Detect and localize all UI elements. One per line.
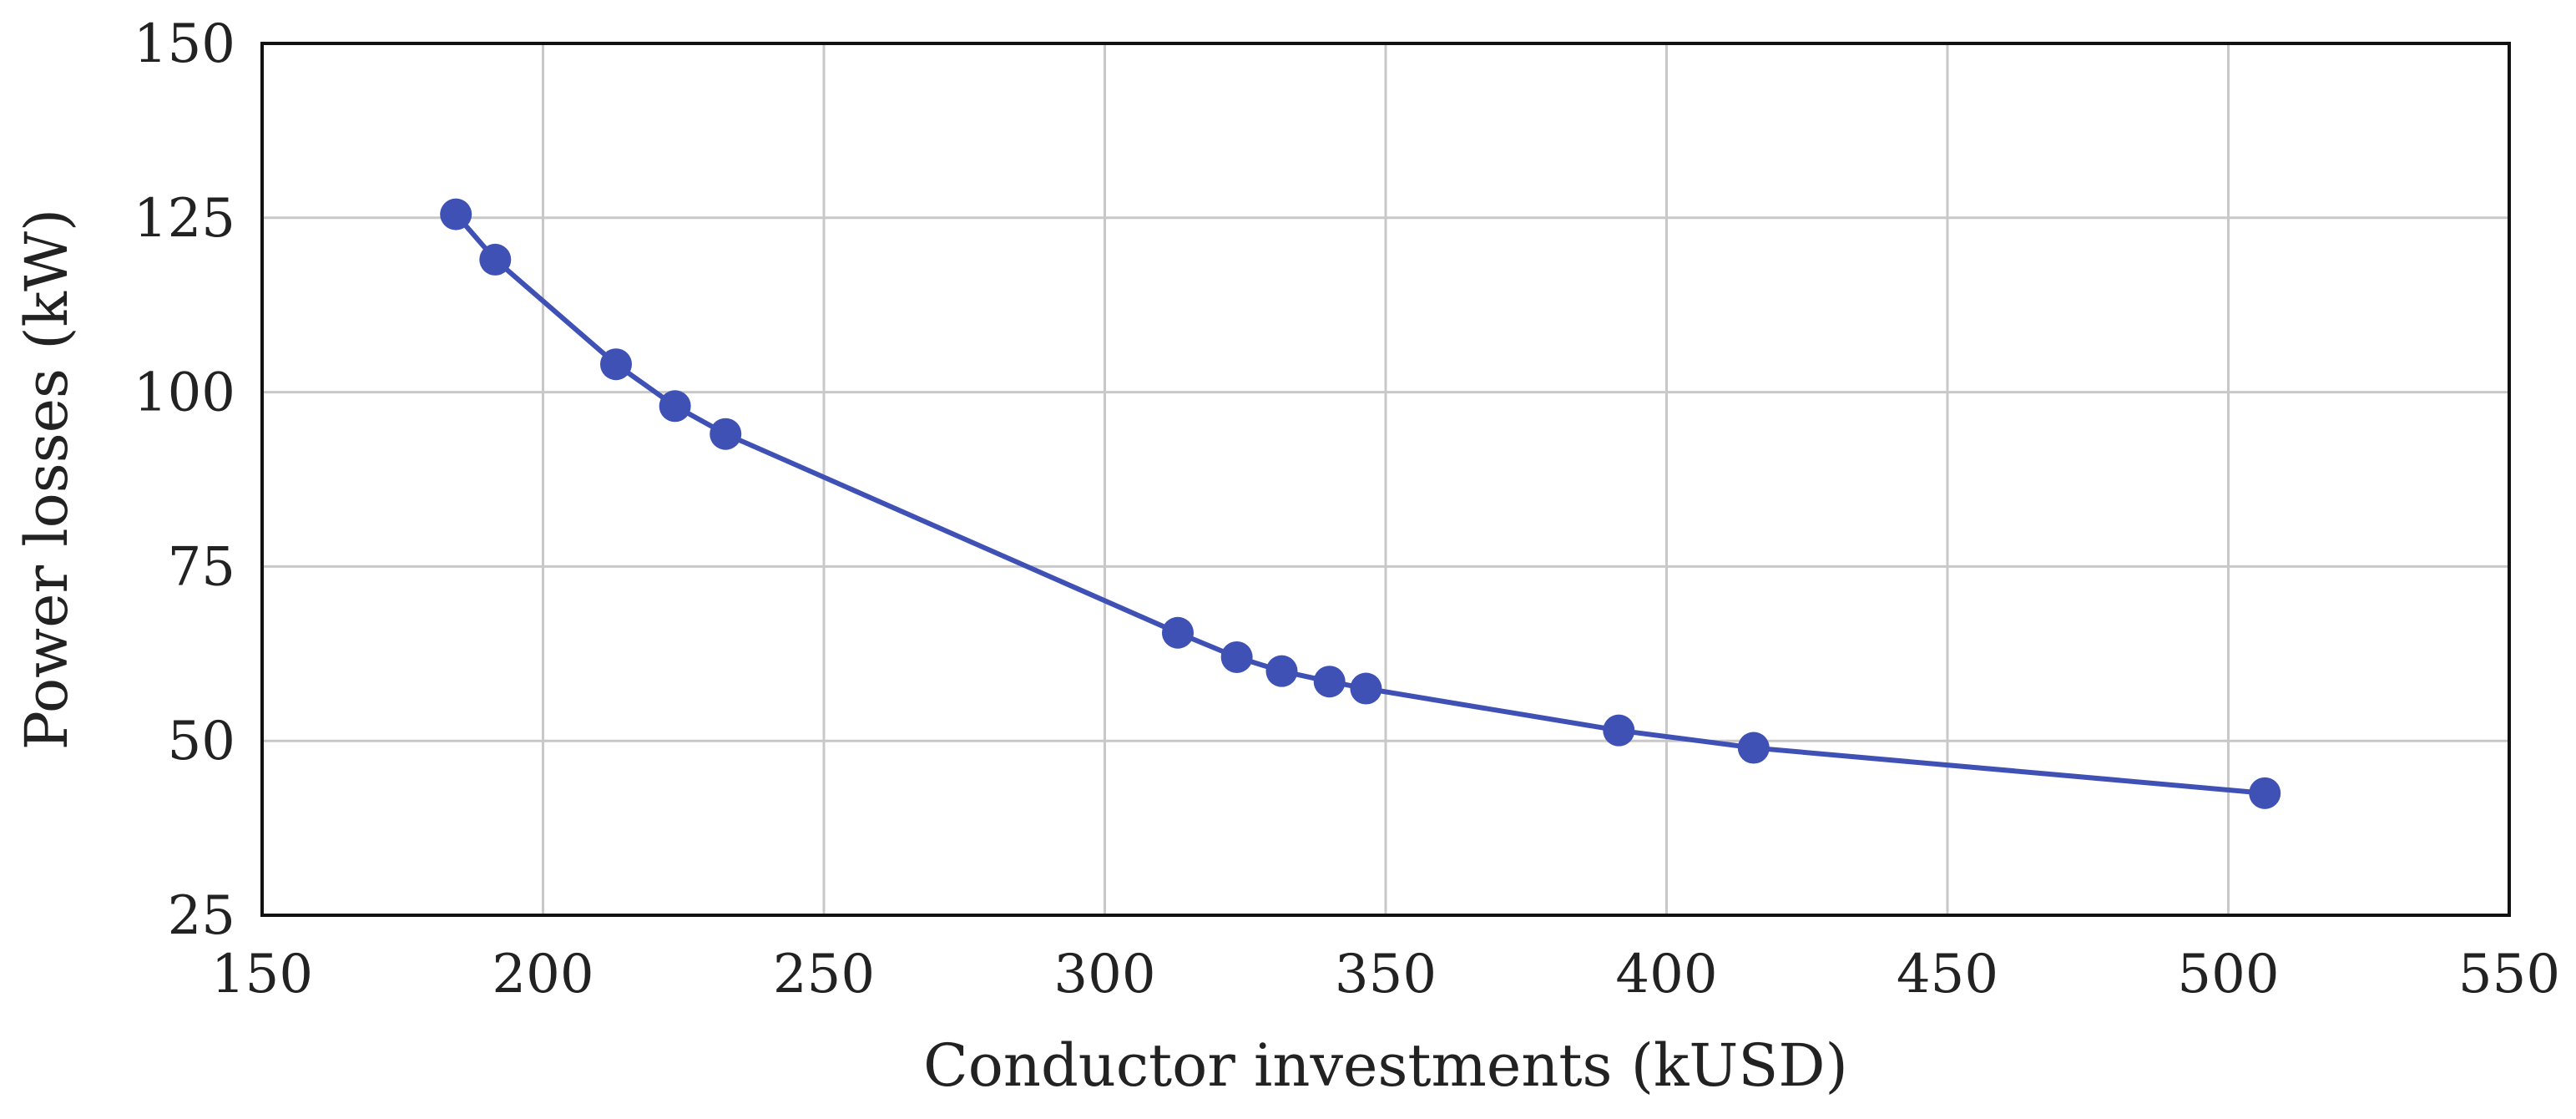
x-tick-label: 550 <box>2458 944 2560 1005</box>
data-point <box>599 348 632 381</box>
data-point <box>479 243 512 276</box>
data-point <box>659 390 691 423</box>
y-tick-label: 75 <box>168 536 235 598</box>
data-point <box>440 198 472 230</box>
data-point <box>1603 714 1635 747</box>
data-point <box>1737 732 1770 764</box>
series-layer <box>440 198 2281 809</box>
x-tick-label: 500 <box>2177 944 2279 1005</box>
x-tick-labels: 150 200 250 300 350 400 450 500 550 <box>211 944 2560 1005</box>
y-tick-label: 25 <box>168 885 235 947</box>
y-axis-title: Power losses (kW) <box>13 209 81 750</box>
data-point <box>1350 672 1382 705</box>
x-tick-label: 250 <box>773 944 875 1005</box>
grid <box>262 43 2509 915</box>
data-point <box>1220 641 1253 673</box>
data-point <box>1265 655 1298 687</box>
plot-frame <box>260 42 2511 917</box>
x-tick-label: 450 <box>1897 944 1998 1005</box>
x-tick-label: 200 <box>492 944 593 1005</box>
x-tick-label: 350 <box>1335 944 1437 1005</box>
y-tick-label: 100 <box>134 362 235 424</box>
data-point <box>1161 616 1194 649</box>
data-point <box>710 418 742 450</box>
x-axis-title: Conductor investments (kUSD) <box>923 1031 1848 1100</box>
data-point <box>2249 777 2281 809</box>
series-line <box>453 211 2268 796</box>
data-point <box>1313 666 1346 698</box>
y-tick-label: 150 <box>134 13 235 75</box>
y-tick-label: 125 <box>134 188 235 250</box>
y-tick-label: 50 <box>168 711 235 772</box>
x-tick-label: 150 <box>211 944 313 1005</box>
x-tick-label: 300 <box>1053 944 1155 1005</box>
x-tick-label: 400 <box>1615 944 1717 1005</box>
y-tick-labels: 25 50 75 100 125 150 <box>134 13 235 947</box>
